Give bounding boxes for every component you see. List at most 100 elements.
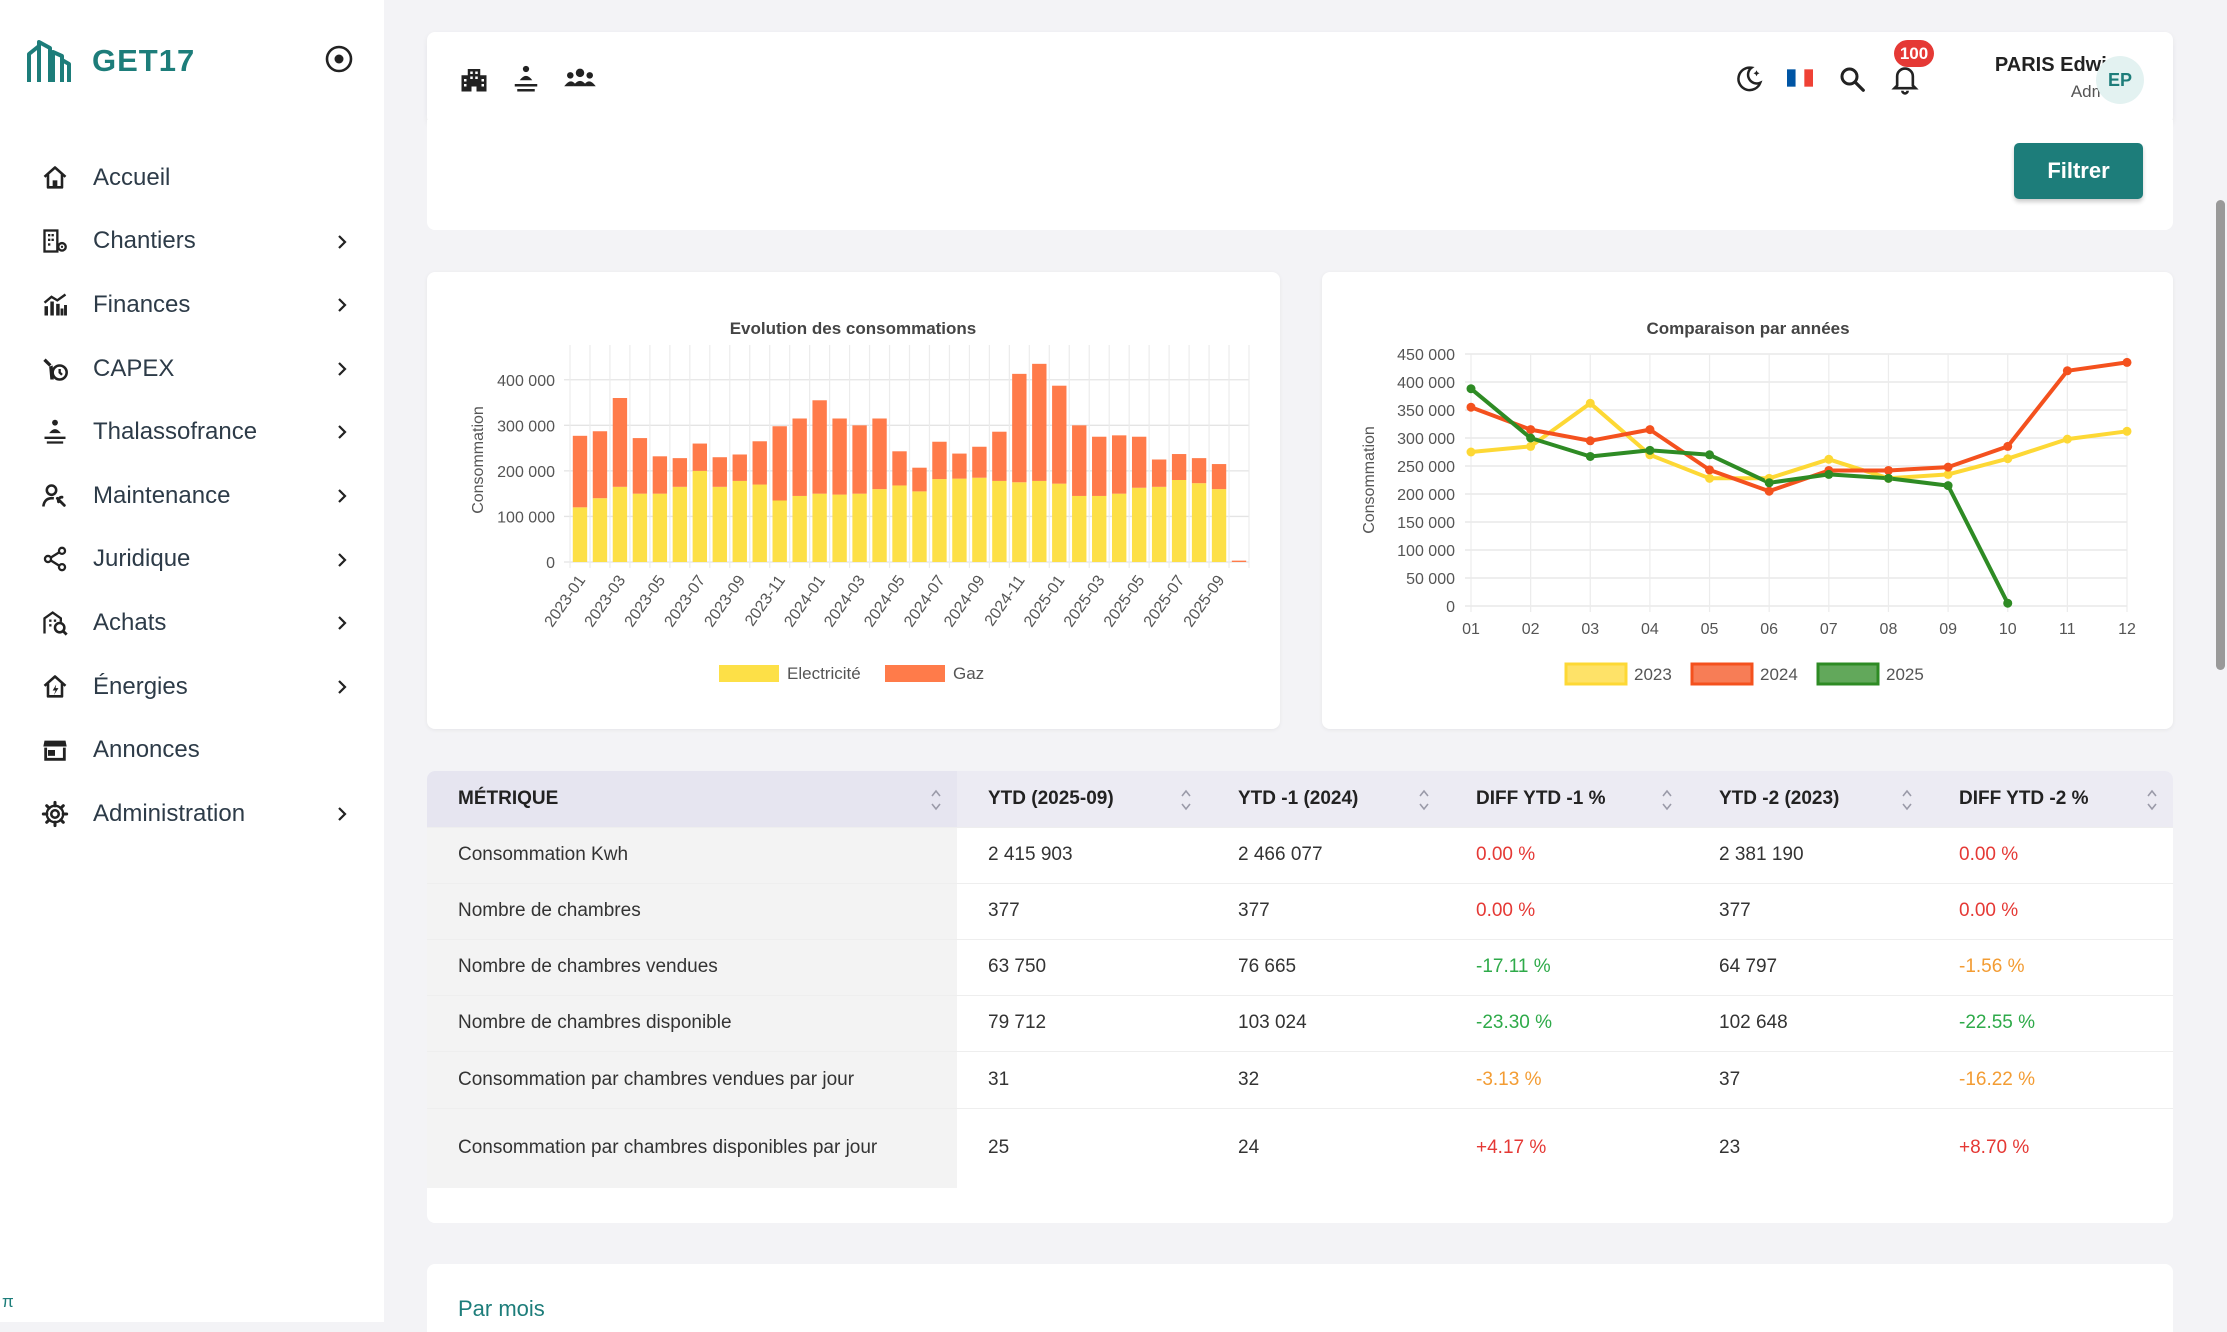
point-2025-04[interactable]	[1645, 445, 1655, 455]
notification-badge[interactable]: 100	[1894, 40, 1934, 67]
point-2024-03[interactable]	[1585, 436, 1595, 446]
bar-electricité-2023-03[interactable]	[612, 486, 628, 562]
bar-gaz-2023-11[interactable]	[772, 426, 787, 501]
bar-electricité-2024-02[interactable]	[832, 494, 847, 562]
sort-icon[interactable]	[2145, 786, 2159, 814]
point-2023-10[interactable]	[2003, 454, 2013, 464]
bar-gaz-2024-03[interactable]	[852, 425, 867, 494]
bar-electricité-2025-08[interactable]	[1191, 483, 1207, 562]
bar-gaz-2023-09[interactable]	[732, 454, 747, 481]
sort-icon[interactable]	[1900, 786, 1914, 814]
column-header[interactable]: DIFF YTD -2 %	[1928, 771, 2173, 827]
sidebar-item-accueil[interactable]: Accueil	[0, 146, 384, 210]
point-2024-06[interactable]	[1764, 486, 1774, 496]
bar-gaz-2025-08[interactable]	[1191, 458, 1207, 484]
bar-gaz-2025-02[interactable]	[1072, 425, 1087, 496]
chevron-right-icon[interactable]	[334, 551, 350, 569]
bar-electricité-2024-01[interactable]	[812, 493, 827, 562]
bar-electricité-2023-08[interactable]	[712, 486, 727, 562]
sidebar-item-capex[interactable]: CAPEX	[0, 337, 384, 401]
point-2025-10[interactable]	[2003, 598, 2013, 608]
bar-electricité-2024-09[interactable]	[972, 477, 987, 562]
chevron-right-icon[interactable]	[334, 360, 350, 378]
bar-gaz-2025-03[interactable]	[1092, 436, 1107, 496]
sidebar-item-chantiers[interactable]: Chantiers	[0, 210, 384, 274]
legend-label[interactable]: 2023	[1634, 665, 1672, 684]
legend-swatch-2024[interactable]	[1690, 662, 1754, 686]
point-2025-09[interactable]	[1943, 481, 1953, 491]
column-header[interactable]: YTD -2 (2023)	[1688, 771, 1928, 827]
bar-electricité-2025-05[interactable]	[1131, 487, 1147, 562]
column-header[interactable]: YTD -1 (2024)	[1207, 771, 1445, 827]
bar-gaz-2024-02[interactable]	[832, 418, 847, 495]
point-2023-09[interactable]	[1943, 469, 1953, 479]
bar-gaz-2023-04[interactable]	[632, 438, 648, 494]
bar-gaz-2025-07[interactable]	[1171, 454, 1187, 480]
point-2025-07[interactable]	[1824, 469, 1834, 479]
point-2025-06[interactable]	[1764, 478, 1774, 488]
legend-swatch-2025[interactable]	[1816, 662, 1880, 686]
point-2023-12[interactable]	[2122, 426, 2132, 436]
point-2025-08[interactable]	[1883, 473, 1893, 483]
bar-electricité-2025-07[interactable]	[1171, 480, 1187, 562]
sidebar-item-annonces[interactable]: Annonces	[0, 718, 384, 782]
bar-electricité-2024-08[interactable]	[952, 478, 967, 562]
bar-gaz-2023-01[interactable]	[572, 435, 588, 508]
bar-gaz-2023-05[interactable]	[652, 456, 668, 494]
bar-electricité-2024-10[interactable]	[992, 480, 1007, 562]
point-2025-02[interactable]	[1526, 433, 1536, 443]
bar-electricité-2023-06[interactable]	[672, 486, 688, 562]
bar-gaz-2023-07[interactable]	[692, 443, 707, 471]
bar-gaz-2023-02[interactable]	[592, 431, 608, 499]
group-icon[interactable]	[563, 64, 597, 94]
sidebar-item-thalassofrance[interactable]: Thalassofrance	[0, 400, 384, 464]
bar-electricité-2023-10[interactable]	[752, 484, 767, 562]
column-header[interactable]: YTD (2025-09)	[957, 771, 1207, 827]
bar-electricité-2024-04[interactable]	[872, 489, 887, 562]
bar-electricité-2023-01[interactable]	[572, 507, 588, 562]
legend-swatch-2023[interactable]	[1564, 662, 1628, 686]
chevron-right-icon[interactable]	[334, 233, 350, 251]
bar-electricité-2024-07[interactable]	[932, 479, 947, 562]
bar-gaz-2024-05[interactable]	[892, 451, 907, 486]
chevron-right-icon[interactable]	[334, 487, 350, 505]
avatar[interactable]: EP	[2096, 56, 2144, 104]
chevron-right-icon[interactable]	[334, 678, 350, 696]
bar-electricité-2023-05[interactable]	[652, 493, 668, 562]
bar-electricité-2025-04[interactable]	[1112, 493, 1127, 562]
bar-electricité-2025-06[interactable]	[1151, 486, 1167, 562]
bar-gaz-2023-08[interactable]	[712, 457, 727, 487]
legend-swatch-electricité[interactable]	[719, 665, 779, 682]
user-name[interactable]: PARIS Edwin	[1994, 54, 2119, 76]
point-2025-03[interactable]	[1585, 451, 1595, 461]
bar-electricité-2023-11[interactable]	[772, 500, 787, 563]
bar-gaz-2024-10[interactable]	[992, 431, 1007, 481]
point-2023-02[interactable]	[1526, 441, 1536, 451]
filter-button[interactable]: Filtrer	[2014, 143, 2143, 199]
bar-gaz-2024-09[interactable]	[972, 446, 987, 478]
bar-electricité-2025-01[interactable]	[1052, 483, 1067, 562]
bar-gaz-2025-10[interactable]	[1231, 560, 1247, 562]
column-header[interactable]: MÉTRIQUE	[427, 771, 957, 827]
bar-electricité-2023-09[interactable]	[732, 480, 747, 562]
bar-gaz-2025-09[interactable]	[1211, 464, 1227, 490]
point-2024-08[interactable]	[1883, 465, 1893, 475]
bar-gaz-2024-08[interactable]	[952, 453, 967, 479]
sidebar-item-maintenance[interactable]: Maintenance	[0, 464, 384, 528]
bar-electricité-2024-12[interactable]	[1032, 480, 1047, 562]
bar-electricité-2023-04[interactable]	[632, 493, 648, 562]
point-2023-07[interactable]	[1824, 454, 1834, 464]
chevron-right-icon[interactable]	[334, 805, 350, 823]
bar-gaz-2023-03[interactable]	[612, 398, 628, 487]
bar-gaz-2024-07[interactable]	[932, 441, 947, 480]
series-line-2024[interactable]	[1470, 360, 2128, 494]
point-2023-11[interactable]	[2062, 434, 2072, 444]
sidebar-item-administration[interactable]: Administration	[0, 782, 384, 846]
bar-gaz-2025-04[interactable]	[1112, 435, 1127, 494]
sidebar-item-juridique[interactable]: Juridique	[0, 528, 384, 592]
bar-electricité-2023-07[interactable]	[692, 470, 707, 562]
legend-label[interactable]: Electricité	[787, 664, 861, 683]
legend-label[interactable]: 2025	[1886, 665, 1924, 684]
bar-electricité-2024-11[interactable]	[1012, 482, 1027, 562]
sort-icon[interactable]	[1417, 786, 1431, 814]
